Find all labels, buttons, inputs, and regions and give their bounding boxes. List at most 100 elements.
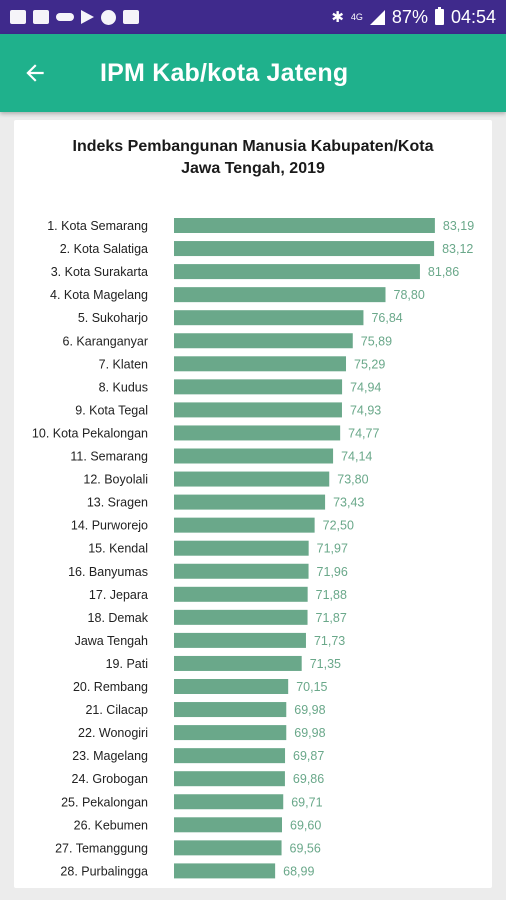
chart-title: Indeks Pembangunan Manusia Kabupaten/Kot… bbox=[14, 136, 492, 180]
data-label: 69,98 bbox=[294, 703, 325, 717]
bar bbox=[174, 840, 282, 856]
category-label: Jawa Tengah bbox=[75, 634, 148, 648]
category-label: 14. Purworejo bbox=[71, 519, 148, 533]
bar bbox=[174, 540, 309, 556]
bar bbox=[174, 679, 289, 694]
bar-chart: 1. Kota Semarang 83,19 2. Kota Salatiga 83,… bbox=[32, 218, 474, 879]
app-bar: IPM Kab/kota Jateng bbox=[0, 34, 506, 112]
category-label: 21. Cilacap bbox=[85, 703, 148, 717]
category-label: 26. Kebumen bbox=[74, 818, 148, 832]
category-label: 3. Kota Surakarta bbox=[51, 265, 148, 279]
data-label: 69,87 bbox=[293, 749, 324, 763]
data-label: 78,80 bbox=[394, 288, 425, 302]
bar bbox=[174, 471, 330, 487]
category-label: 18. Demak bbox=[88, 611, 149, 625]
mail-icon bbox=[33, 10, 49, 24]
data-label: 70,15 bbox=[296, 680, 327, 694]
category-label: 7. Klaten bbox=[99, 357, 148, 371]
category-label: 5. Sukoharjo bbox=[78, 311, 148, 325]
category-label: 16. Banyumas bbox=[68, 565, 148, 579]
app-icon bbox=[123, 10, 139, 24]
data-label: 69,56 bbox=[290, 841, 321, 855]
bar bbox=[174, 241, 435, 257]
data-label: 73,80 bbox=[337, 473, 368, 487]
gallery-icon bbox=[10, 10, 26, 24]
category-label: 23. Magelang bbox=[72, 749, 148, 763]
bar bbox=[174, 310, 364, 326]
bar bbox=[174, 771, 285, 787]
category-label: 1. Kota Semarang bbox=[47, 219, 148, 233]
data-label: 74,94 bbox=[350, 380, 381, 394]
data-label: 75,89 bbox=[361, 334, 392, 348]
system-icons: ✱ 4G 87% 04:54 bbox=[331, 7, 496, 28]
bar bbox=[174, 794, 284, 810]
bar bbox=[174, 333, 353, 349]
category-label: 6. Karanganyar bbox=[63, 334, 148, 348]
back-button[interactable] bbox=[0, 34, 70, 112]
play-store-icon bbox=[81, 10, 94, 24]
data-label: 76,84 bbox=[371, 311, 402, 325]
bar bbox=[174, 425, 341, 441]
bar bbox=[174, 448, 334, 464]
category-label: 4. Kota Magelang bbox=[50, 288, 148, 302]
bar bbox=[174, 725, 287, 741]
data-label: 69,60 bbox=[290, 818, 321, 832]
category-label: 28. Purbalingga bbox=[60, 864, 148, 878]
category-label: 24. Grobogan bbox=[72, 772, 148, 786]
category-label: 2. Kota Salatiga bbox=[60, 242, 148, 256]
bar bbox=[174, 632, 306, 648]
bar bbox=[174, 494, 326, 510]
data-label: 74,77 bbox=[348, 426, 379, 440]
data-label: 74,93 bbox=[350, 403, 381, 417]
bar bbox=[174, 863, 276, 879]
category-label: 8. Kudus bbox=[99, 380, 148, 394]
battery-percent: 87% bbox=[391, 6, 428, 27]
category-label: 25. Pekalongan bbox=[61, 795, 148, 809]
bar bbox=[174, 655, 302, 671]
category-label: 27. Temanggung bbox=[55, 841, 148, 855]
bluetooth-icon: ✱ bbox=[331, 9, 344, 26]
arrow-left-icon bbox=[26, 64, 44, 82]
bar bbox=[174, 586, 308, 602]
data-label: 74,14 bbox=[341, 450, 372, 464]
data-label: 75,29 bbox=[354, 357, 385, 371]
key-icon bbox=[56, 13, 74, 21]
data-label: 72,50 bbox=[323, 519, 354, 533]
data-label: 83,19 bbox=[443, 219, 474, 233]
bar bbox=[174, 379, 343, 395]
chart-title-line-2: Jawa Tengah, 2019 bbox=[181, 160, 325, 177]
data-label: 81,86 bbox=[428, 265, 459, 279]
network-type: 4G bbox=[350, 11, 363, 22]
bar bbox=[174, 563, 309, 579]
category-label: 19. Pati bbox=[106, 657, 148, 671]
bar bbox=[174, 402, 342, 418]
category-label: 15. Kendal bbox=[88, 542, 148, 556]
chart-card: Indeks Pembangunan Manusia Kabupaten/Kot… bbox=[14, 120, 492, 888]
data-label: 73,43 bbox=[333, 496, 364, 510]
data-label: 69,71 bbox=[291, 795, 322, 809]
signal-icon bbox=[369, 9, 385, 25]
category-label: 11. Semarang bbox=[70, 450, 148, 464]
category-label: 22. Wonogiri bbox=[78, 726, 148, 740]
category-label: 20. Rembang bbox=[73, 680, 148, 694]
category-label: 9. Kota Tegal bbox=[75, 403, 148, 417]
data-label: 69,86 bbox=[293, 772, 324, 786]
data-label: 71,35 bbox=[310, 657, 341, 671]
data-label: 71,97 bbox=[317, 542, 348, 556]
bar bbox=[174, 702, 287, 718]
data-label: 83,12 bbox=[442, 242, 473, 256]
category-label: 12. Boyolali bbox=[83, 473, 148, 487]
bar bbox=[174, 287, 386, 303]
data-label: 69,98 bbox=[294, 726, 325, 740]
clock: 04:54 bbox=[450, 6, 496, 27]
bar bbox=[174, 517, 315, 533]
bar bbox=[174, 817, 282, 833]
data-label: 71,87 bbox=[316, 611, 347, 625]
bar bbox=[174, 356, 347, 372]
data-label: 71,96 bbox=[317, 565, 348, 579]
notification-icons bbox=[10, 9, 139, 25]
bar bbox=[174, 748, 286, 764]
bar bbox=[174, 218, 435, 233]
status-bar: ✱ 4G 87% 04:54 bbox=[0, 0, 506, 34]
whatsapp-icon bbox=[101, 9, 116, 25]
